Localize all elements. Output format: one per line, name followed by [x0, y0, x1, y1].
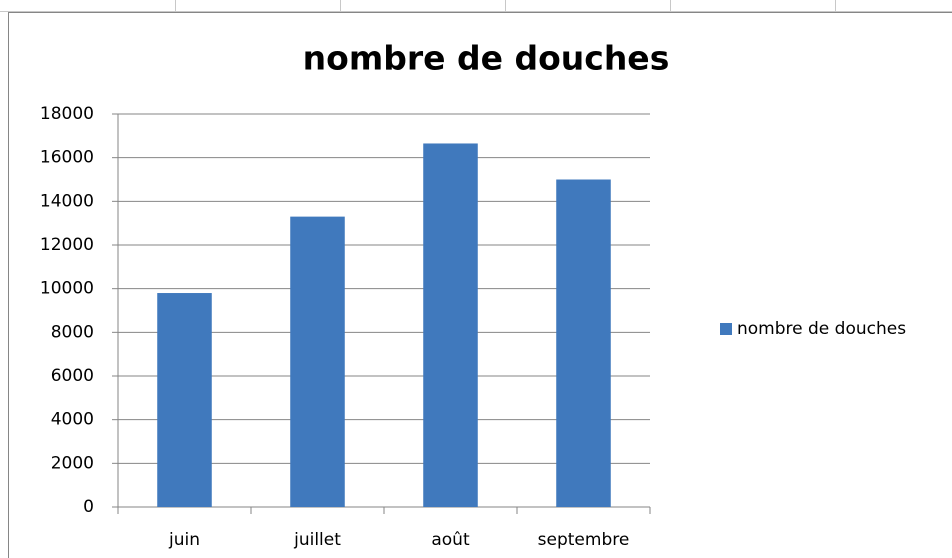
y-tick-label: 10000 — [40, 279, 94, 299]
y-tick-label: 14000 — [40, 191, 94, 211]
chart-title: nombre de douches — [303, 39, 670, 78]
legend-swatch — [720, 323, 732, 335]
bar — [157, 293, 212, 507]
x-tick-label: juin — [168, 530, 200, 550]
chart-area — [8, 12, 952, 558]
sheet-grid — [0, 0, 952, 12]
y-tick-label: 8000 — [51, 322, 94, 342]
x-tick-label: juillet — [293, 530, 341, 550]
y-tick-label: 12000 — [40, 235, 94, 255]
bar — [556, 179, 611, 507]
y-tick-label: 6000 — [51, 366, 94, 386]
bar — [423, 143, 478, 507]
legend-label: nombre de douches — [737, 319, 906, 339]
y-tick-label: 18000 — [40, 104, 94, 124]
x-tick-label: septembre — [538, 530, 630, 550]
y-tick-label: 16000 — [40, 148, 94, 168]
y-tick-label: 0 — [83, 497, 94, 517]
y-tick-label: 4000 — [51, 410, 94, 430]
bar — [290, 216, 345, 507]
y-tick-label: 2000 — [51, 453, 94, 473]
x-tick-label: août — [431, 530, 470, 550]
